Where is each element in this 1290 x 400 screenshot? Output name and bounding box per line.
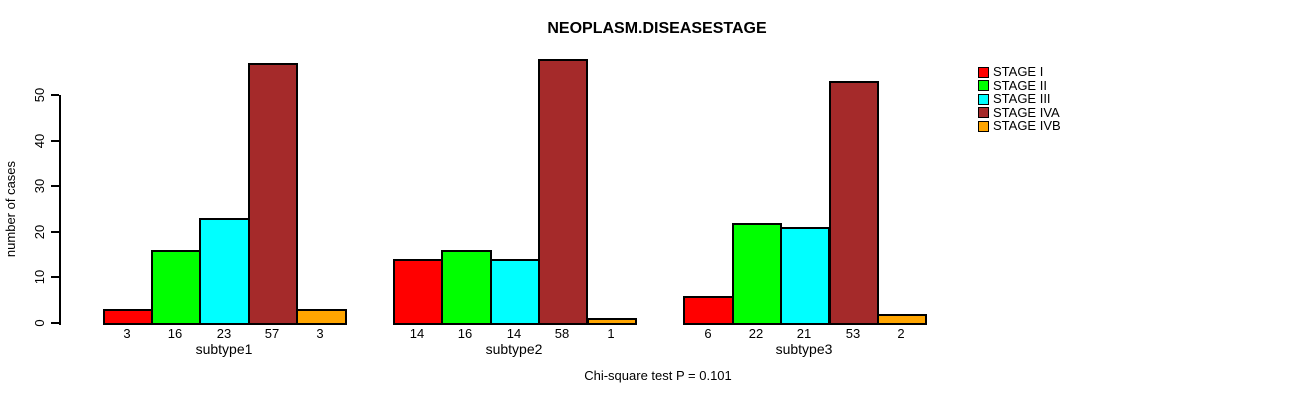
legend-swatch-stage-ii (978, 80, 989, 91)
bar-value-label: 1 (607, 326, 615, 341)
y-tick (51, 185, 59, 188)
bar-stage-i-subtype2 (393, 259, 443, 325)
legend-label: STAGE IVA (993, 104, 1060, 120)
bar-stage-iva-subtype3 (829, 81, 879, 325)
legend-swatch-stage-iva (978, 107, 989, 118)
bar-value-label: 2 (897, 326, 905, 341)
legend-label: STAGE IVB (993, 118, 1061, 133)
bar-stage-iva-subtype2 (538, 59, 588, 325)
bar-value-label: 23 (216, 326, 232, 341)
bar-value-label: 14 (409, 326, 425, 341)
bar-stage-ivb-subtype2 (587, 318, 637, 325)
bar-stage-ivb-subtype3 (877, 314, 927, 325)
bar-value-label: 53 (845, 326, 861, 341)
category-label-subtype1: subtype1 (195, 341, 253, 357)
legend-swatch-stage-ivb (978, 120, 989, 132)
bar-stage-i-subtype3 (683, 296, 734, 325)
legend-label: STAGE I (993, 64, 1044, 79)
chart-title: NEOPLASM.DISEASESTAGE (547, 20, 767, 37)
bar-stage-ii-subtype1 (151, 250, 201, 325)
category-label-subtype2: subtype2 (485, 341, 543, 357)
bar-value-label: 58 (554, 326, 570, 341)
bar-value-label: 22 (748, 326, 764, 341)
bar-stage-iva-subtype1 (248, 63, 298, 325)
bar-value-label: 57 (264, 326, 280, 341)
bar-value-label: 3 (123, 326, 131, 341)
bar-value-label: 16 (457, 326, 473, 341)
bar-value-label: 3 (316, 326, 324, 341)
category-label-subtype3: subtype3 (775, 341, 833, 357)
bar-value-label: 16 (167, 326, 183, 341)
y-tick (51, 322, 59, 324)
y-axis-line (59, 95, 61, 325)
legend-swatch-stage-iii (978, 93, 989, 105)
bar-stage-iii-subtype1 (199, 218, 250, 325)
bar-stage-ivb-subtype1 (296, 309, 347, 325)
bar-value-label: 14 (506, 326, 522, 341)
bar-value-label: 6 (704, 326, 712, 341)
legend-label: STAGE II (993, 77, 1047, 93)
bar-stage-ii-subtype2 (441, 250, 492, 325)
legend-label: STAGE III (993, 91, 1051, 106)
bar-value-label: 21 (796, 326, 812, 341)
y-tick (51, 276, 59, 279)
y-tick (51, 94, 59, 96)
chi-square-annotation: Chi-square test P = 0.101 (584, 368, 732, 383)
legend-swatch-stage-i (978, 66, 989, 78)
y-tick (51, 230, 59, 233)
y-tick (51, 139, 59, 142)
